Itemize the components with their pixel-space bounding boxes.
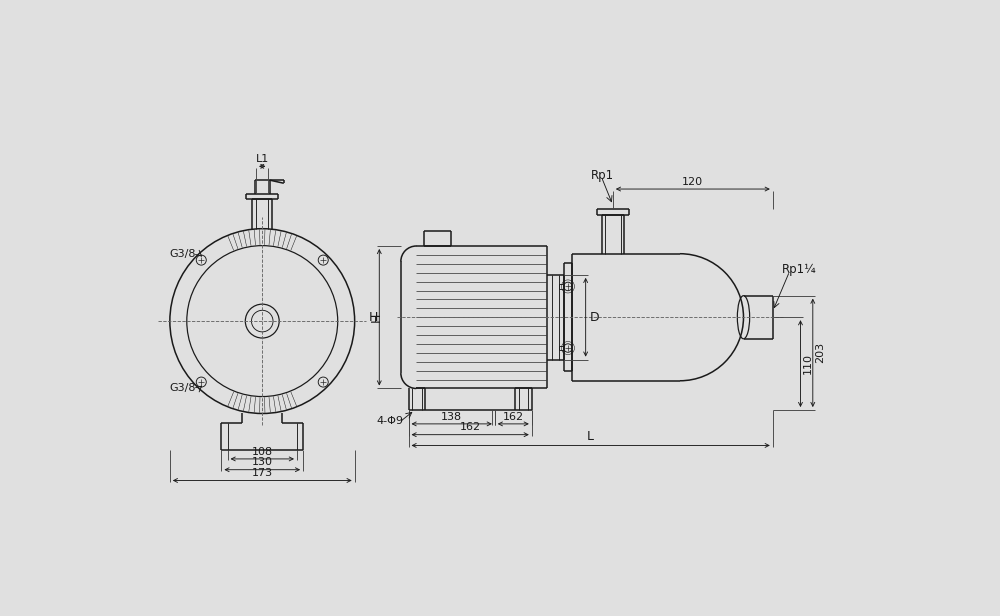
Text: 162: 162 — [460, 423, 481, 432]
Text: G3/8: G3/8 — [170, 249, 196, 259]
Text: 130: 130 — [252, 458, 273, 468]
Text: Rp1¼: Rp1¼ — [782, 263, 817, 276]
Text: 138: 138 — [441, 411, 462, 421]
Text: 173: 173 — [252, 468, 273, 478]
Text: Rp1: Rp1 — [591, 169, 614, 182]
Text: G3/8: G3/8 — [170, 383, 196, 393]
Text: L1: L1 — [256, 154, 269, 164]
Text: 120: 120 — [682, 177, 703, 187]
Text: 203: 203 — [815, 342, 825, 363]
Text: D: D — [590, 310, 599, 324]
Text: 108: 108 — [252, 447, 273, 456]
Text: H: H — [370, 312, 383, 322]
Text: 110: 110 — [803, 353, 813, 374]
Text: 162: 162 — [503, 411, 524, 421]
Text: L: L — [587, 430, 594, 443]
Text: H: H — [368, 310, 378, 324]
Text: 4-Φ9: 4-Φ9 — [376, 416, 403, 426]
